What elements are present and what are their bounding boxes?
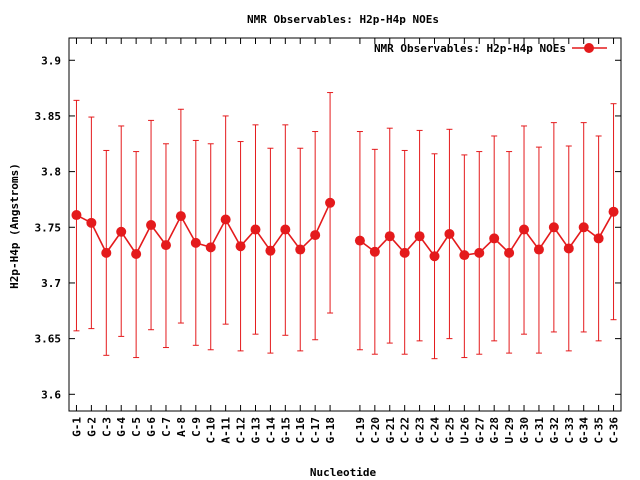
- series-line: [76, 202, 331, 256]
- data-point: [563, 243, 574, 254]
- x-tick-label: G-6: [145, 417, 158, 437]
- data-point: [429, 251, 440, 262]
- data-point: [190, 237, 201, 248]
- data-point: [593, 233, 604, 244]
- data-point: [519, 224, 530, 235]
- data-point: [354, 235, 365, 246]
- x-tick-label: G-13: [249, 417, 262, 444]
- x-tick-label: C-12: [235, 417, 248, 444]
- x-tick-label: C-14: [264, 417, 277, 444]
- x-tick-label: G-25: [443, 417, 456, 444]
- x-tick-label: G-23: [414, 417, 427, 444]
- y-tick-label: 3.75: [35, 221, 62, 234]
- plot-frame: [68, 37, 622, 412]
- data-point: [175, 211, 186, 222]
- x-tick-label: G-27: [473, 417, 486, 444]
- y-tick-label: 3.8: [41, 166, 61, 179]
- data-point: [116, 226, 127, 237]
- data-point: [608, 206, 619, 217]
- x-tick-label: C-5: [130, 417, 143, 437]
- x-tick-label: G-32: [548, 417, 561, 444]
- legend-label: NMR Observables: H2p-H4p NOEs: [374, 42, 566, 55]
- x-tick-label: G-18: [324, 417, 337, 444]
- x-tick-label: C-33: [563, 417, 576, 444]
- data-point: [474, 247, 485, 258]
- x-tick-label: C-10: [205, 417, 218, 444]
- x-tick-label: G-30: [518, 417, 531, 444]
- data-point: [414, 231, 425, 242]
- y-tick-label: 3.9: [41, 54, 61, 67]
- x-tick-label: C-17: [309, 417, 322, 444]
- x-tick-label: G-34: [578, 417, 591, 444]
- x-axis-label: Nucleotide: [310, 466, 377, 479]
- x-tick-label: C-24: [429, 417, 442, 444]
- series-lines: [76, 202, 615, 258]
- x-tick-label: G-2: [85, 417, 98, 437]
- data-point: [504, 247, 515, 258]
- data-point: [160, 240, 171, 251]
- y-tick-label: 3.6: [41, 388, 61, 401]
- x-tick-label: G-15: [279, 417, 292, 444]
- x-tick-label: G-28: [488, 417, 501, 444]
- data-point: [235, 241, 246, 252]
- data-point: [548, 222, 559, 233]
- x-tick-label: G-4: [115, 417, 128, 437]
- chart-title: NMR Observables: H2p-H4p NOEs: [247, 13, 439, 26]
- y-axis-label: H2p-H4p (Angstroms): [8, 163, 21, 289]
- data-point: [444, 228, 455, 239]
- data-point: [459, 250, 470, 261]
- x-tick-label: C-7: [160, 417, 173, 437]
- data-point: [325, 197, 336, 208]
- y-tick-label: 3.7: [41, 277, 61, 290]
- x-tick-label: C-22: [399, 417, 412, 444]
- x-tick-label: G-21: [384, 417, 397, 444]
- legend: NMR Observables: H2p-H4p NOEs: [374, 42, 607, 55]
- data-point: [220, 214, 231, 225]
- legend-marker: [584, 43, 594, 53]
- x-tick-label: C-16: [294, 417, 307, 444]
- x-tick-label: U-26: [458, 417, 471, 444]
- x-tick-label: A-8: [175, 417, 188, 437]
- data-point: [369, 246, 380, 257]
- data-point: [310, 230, 321, 241]
- y-tick-label: 3.85: [35, 110, 62, 123]
- data-point: [384, 231, 395, 242]
- data-point: [101, 247, 112, 258]
- data-point: [578, 222, 589, 233]
- x-tick-label: C-35: [593, 417, 606, 444]
- y-tick-label: 3.65: [35, 333, 62, 346]
- data-point: [146, 220, 157, 231]
- x-tick-label: C-36: [608, 417, 621, 444]
- x-tick-label: C-9: [190, 417, 203, 437]
- data-point: [295, 244, 306, 255]
- series-line: [359, 211, 615, 258]
- data-point: [71, 210, 82, 221]
- x-tick-label: G-1: [70, 417, 83, 437]
- x-tick-label: U-29: [503, 417, 516, 444]
- y-axis: 3.6 3.65 3.7 3.75 3.8 3.85 3.9: [35, 54, 621, 401]
- x-tick-label: C-31: [533, 417, 546, 444]
- x-tick-label: C-3: [100, 417, 113, 437]
- data-point: [489, 233, 500, 244]
- data-point: [86, 217, 97, 228]
- data-point: [533, 244, 544, 255]
- data-points: [71, 197, 619, 262]
- data-point: [280, 224, 291, 235]
- data-point: [205, 242, 216, 253]
- x-tick-label: A-11: [220, 417, 233, 444]
- x-tick-label: C-19: [354, 417, 367, 444]
- data-point: [250, 224, 261, 235]
- x-tick-label: C-20: [369, 417, 382, 444]
- data-point: [265, 245, 276, 256]
- data-point: [399, 247, 410, 258]
- x-axis: G-1 G-2 C-3 G-4 C-5 G-6 C-7 A-8 C-9 C-10 A-11 C-12 G…: [70, 38, 621, 444]
- data-point: [131, 249, 142, 260]
